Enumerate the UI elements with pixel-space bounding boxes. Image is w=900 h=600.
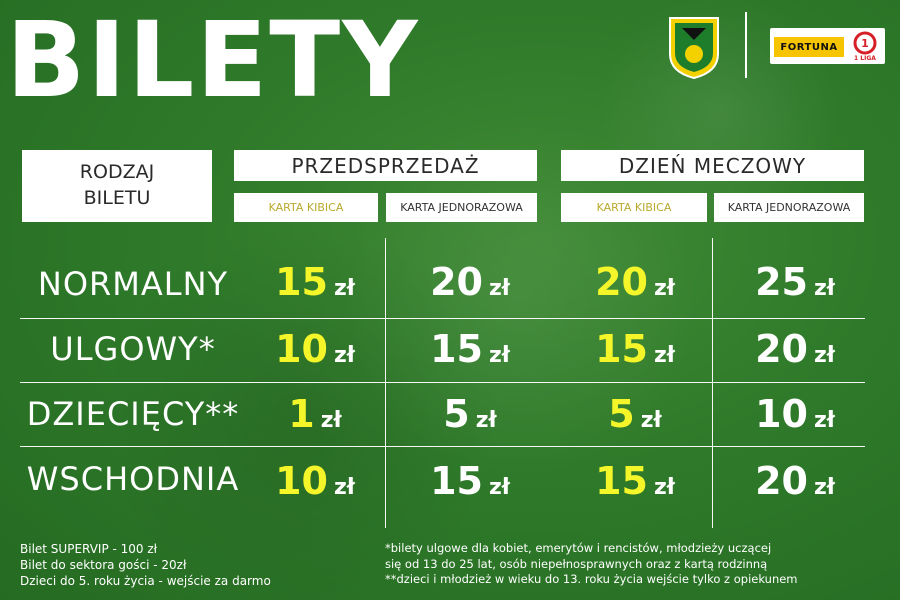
header-presale-fan-card: KARTA KIBICA: [234, 193, 378, 222]
league-badge-icon: 1 1 LIGA: [853, 31, 877, 62]
row-label-normal: NORMALNY: [37, 265, 229, 303]
footer-note-supervip: Bilet SUPERVIP - 100 zł: [20, 542, 158, 556]
header-ticket-type-line1: RODZAJ: [79, 161, 155, 184]
header-ticket-type-line2: BILETU: [83, 187, 151, 209]
svg-text:1: 1: [861, 37, 869, 50]
footer-note-free-entry: Dzieci do 5. roku życia - wejście za dar…: [20, 574, 271, 589]
header-presale: PRZEDSPRZEDAŻ: [234, 150, 537, 181]
price-reduced-presale-fan: 10 zł: [275, 327, 355, 371]
page-title: BILETY: [6, 0, 420, 121]
price-child-matchday-fan: 5 zł: [608, 392, 662, 436]
header-matchday-fan-card: KARTA KIBICA: [561, 193, 707, 222]
svg-text:1 LIGA: 1 LIGA: [854, 55, 876, 62]
price-east-presale-single: 15 zł: [430, 459, 510, 503]
price-reduced-matchday-fan: 15 zł: [595, 327, 675, 371]
logo-divider: [745, 12, 747, 78]
price-reduced-matchday-single: 20 zł: [755, 327, 835, 371]
price-child-presale-fan: 1 zł: [288, 392, 342, 436]
price-child-matchday-single: 10 zł: [755, 392, 835, 436]
grid-hline-3: [20, 446, 865, 447]
footer-left-notes: Bilet SUPERVIP - 100 zł Bilet do sektora…: [20, 541, 271, 590]
footer-right-notes: *bilety ulgowe dla kobiet, emerytów i re…: [385, 541, 798, 588]
header-matchday-single-card: KARTA JEDNORAZOWA: [714, 193, 864, 222]
price-normal-presale-single: 20 zł: [430, 260, 510, 304]
grid-hline-2: [20, 382, 865, 383]
footer-note-children: **dzieci i młodzież w wieku do 13. roku …: [385, 572, 798, 587]
footer-note-away-sector: Bilet do sektora gości - 20zł: [20, 558, 187, 573]
price-child-presale-single: 5 zł: [443, 392, 497, 436]
grid-hline-1: [20, 318, 865, 319]
price-east-presale-fan: 10 zł: [275, 459, 355, 503]
club-crest-icon: [669, 17, 719, 80]
price-reduced-presale-single: 15 zł: [430, 327, 510, 371]
row-label-child: DZIECIĘCY**: [26, 395, 240, 433]
price-normal-matchday-fan: 20 zł: [595, 260, 675, 304]
footer-note-reduced-cont: się od 13 do 25 lat, osób niepełnosprawn…: [385, 556, 768, 571]
header-match-day: DZIEŃ MECZOWY: [561, 150, 864, 181]
sponsor-logo-text: FORTUNA: [774, 37, 844, 57]
header-ticket-type: RODZAJ BILETU: [22, 150, 212, 222]
row-label-reduced: ULGOWY*: [50, 330, 216, 368]
row-label-east: WSCHODNIA: [26, 460, 240, 498]
price-east-matchday-single: 20 zł: [755, 459, 835, 503]
header-presale-single-card: KARTA JEDNORAZOWA: [386, 193, 537, 222]
grid-vline-2: [712, 238, 713, 528]
footer-note-reduced: *bilety ulgowe dla kobiet, emerytów i re…: [385, 541, 772, 555]
grid-vline-1: [385, 238, 386, 528]
price-normal-presale-fan: 15 zł: [275, 260, 355, 304]
price-east-matchday-fan: 15 zł: [595, 459, 675, 503]
price-normal-matchday-single: 25 zł: [755, 260, 835, 304]
